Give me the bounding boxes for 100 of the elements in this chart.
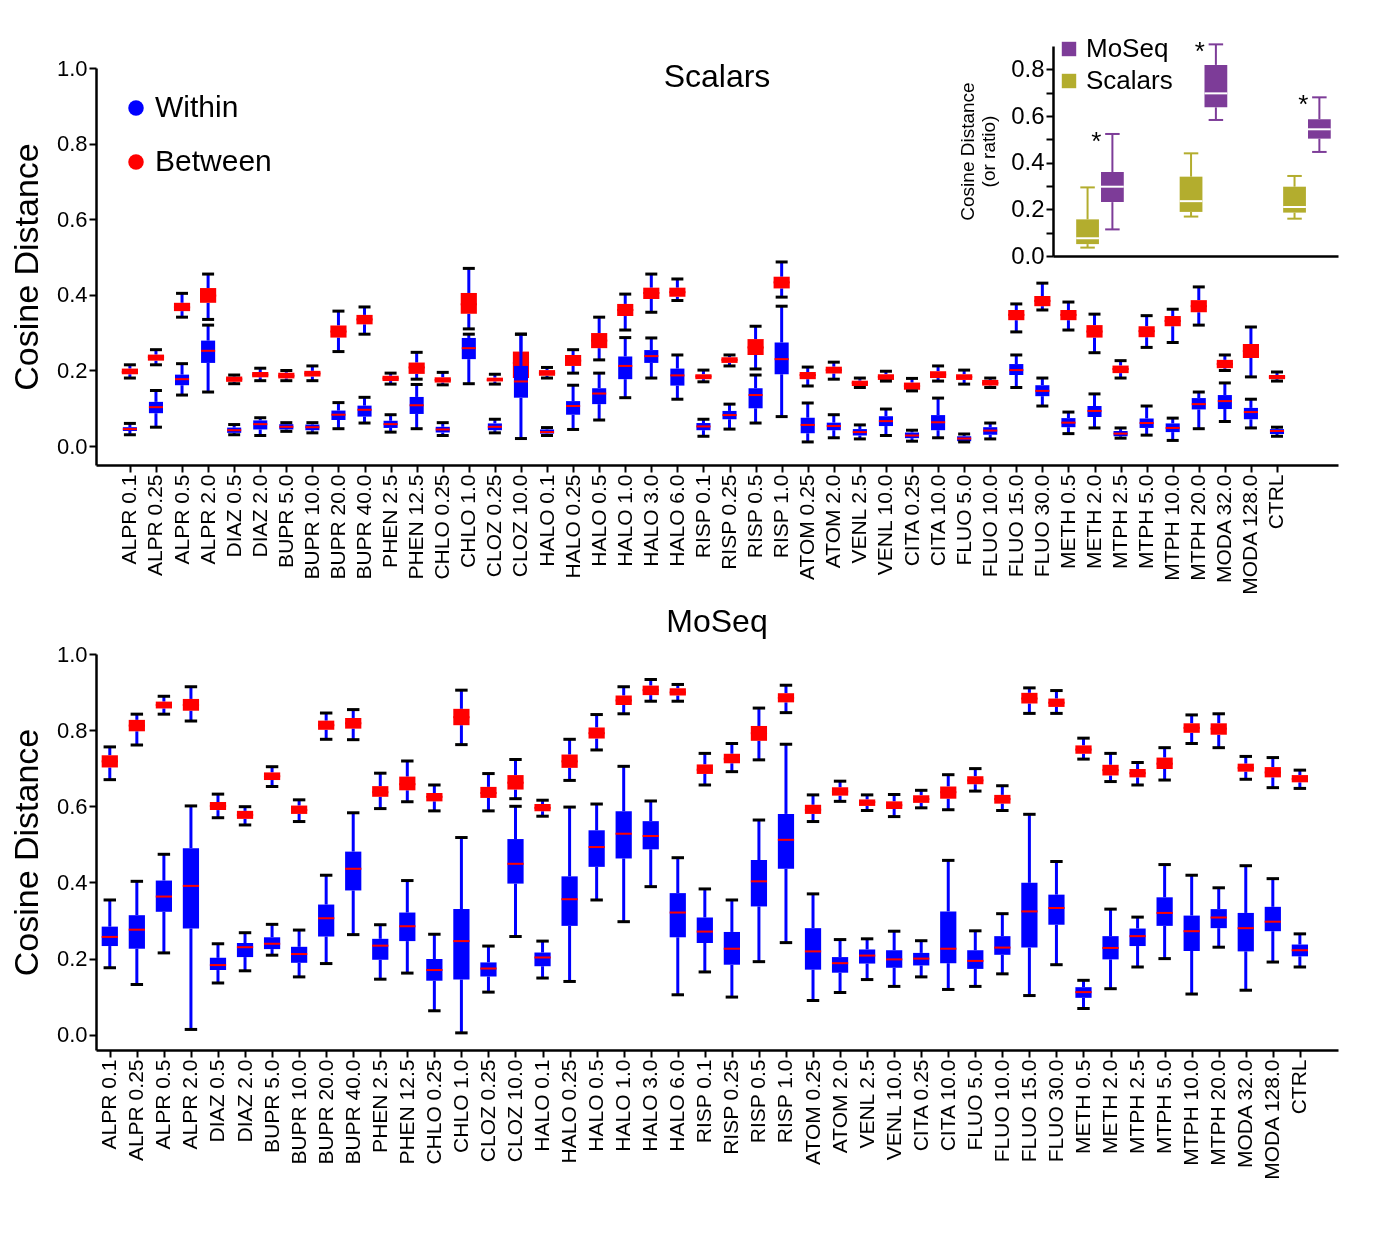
x-tick-label: MTPH 10.0 <box>1179 1059 1203 1166</box>
x-tick-label: VENL 2.5 <box>847 474 871 564</box>
y-tick-label: 0.4 <box>56 282 88 308</box>
x-tick-label: METH 0.5 <box>1055 474 1079 570</box>
x-tick-label: DIAZ 0.5 <box>221 474 245 558</box>
x-tick-label: HALO 6.0 <box>664 474 688 567</box>
x-tick-label: FLUO 30.0 <box>1029 474 1053 578</box>
x-tick-label: MTPH 2.5 <box>1108 474 1132 570</box>
y-tick-label: 0.8 <box>56 131 88 157</box>
y-tick-label: 0.2 <box>56 946 88 972</box>
x-tick-label: RISP 0.1 <box>692 1059 716 1144</box>
x-tick-label: CLOZ 10.0 <box>508 474 532 578</box>
x-tick-label: ATOM 2.0 <box>821 474 845 569</box>
chart-title: Scalars <box>663 58 771 94</box>
y-tick-label: 0.0 <box>1011 241 1045 269</box>
x-tick-label: PHEN 2.5 <box>378 474 402 568</box>
x-tick-label: MODA 32.0 <box>1233 1059 1257 1169</box>
legend-label: Within <box>155 90 239 123</box>
y-tick-label: 0.4 <box>56 869 88 895</box>
y-tick-label: 0.6 <box>56 793 88 819</box>
x-tick-label: HALO 1.0 <box>612 474 636 567</box>
x-tick-label: ATOM 0.25 <box>795 474 819 580</box>
x-tick-label: ALPR 0.25 <box>124 1059 148 1162</box>
x-tick-label: CTRL <box>1264 474 1288 530</box>
y-tick-label: 0.0 <box>56 433 88 459</box>
x-tick-label: CITA 0.25 <box>899 474 923 567</box>
y-axis-title: Cosine Distance <box>6 143 45 391</box>
x-tick-label: BUPR 40.0 <box>340 1059 364 1165</box>
x-tick-label: PHEN 12.5 <box>394 1059 418 1165</box>
y-axis-title: Cosine Distance <box>6 728 45 977</box>
legend-label: Between <box>155 144 272 177</box>
x-tick-label: CTRL <box>1287 1059 1311 1115</box>
x-tick-label: HALO 0.25 <box>557 1059 581 1164</box>
x-tick-label: BUPR 20.0 <box>313 1059 337 1165</box>
x-tick-label: FLUO 5.0 <box>951 474 975 566</box>
x-tick-label: MTPH 20.0 <box>1186 474 1210 581</box>
x-tick-label: HALO 1.0 <box>611 1059 635 1152</box>
x-tick-label: HALO 0.1 <box>530 1059 554 1152</box>
x-tick-label: BUPR 40.0 <box>352 474 376 580</box>
x-tick-label: RISP 0.25 <box>719 1059 743 1155</box>
x-tick-label: CITA 0.25 <box>908 1059 932 1152</box>
x-tick-label: DIAZ 2.0 <box>232 1059 256 1143</box>
y-tick-label: 0.4 <box>1011 148 1045 176</box>
x-tick-label: CLOZ 0.25 <box>475 1059 499 1163</box>
x-tick-label: CHLO 0.25 <box>430 474 454 580</box>
x-tick-label: HALO 3.0 <box>638 474 662 567</box>
x-tick-label: METH 2.0 <box>1082 474 1105 570</box>
x-tick-label: ALPR 0.25 <box>143 474 167 577</box>
x-tick-label: RISP 0.25 <box>717 474 741 570</box>
x-tick-label: CITA 10.0 <box>935 1059 959 1152</box>
x-tick-label: ALPR 0.5 <box>169 474 193 565</box>
x-tick-label: BUPR 10.0 <box>286 1059 310 1165</box>
x-tick-label: FLUO 30.0 <box>1043 1059 1067 1163</box>
x-tick-label: PHEN 2.5 <box>367 1059 391 1153</box>
x-tick-label: ALPR 2.0 <box>178 1059 202 1150</box>
x-tick-label: ALPR 0.1 <box>97 1059 121 1150</box>
x-tick-label: RISP 0.5 <box>746 1059 770 1144</box>
x-tick-label: CITA 10.0 <box>925 474 949 567</box>
y-tick-label: 0.6 <box>56 206 88 232</box>
y-tick-label: 0.2 <box>56 357 88 383</box>
y-tick-label: 0.0 <box>56 1022 88 1048</box>
x-tick-label: FLUO 15.0 <box>1003 474 1027 578</box>
x-tick-label: VENL 10.0 <box>873 474 897 576</box>
x-tick-label: BUPR 20.0 <box>325 474 349 580</box>
y-tick-label: 0.8 <box>56 717 88 743</box>
x-tick-label: RISP 0.5 <box>743 474 767 559</box>
x-tick-label: MODA 128.0 <box>1260 1059 1284 1180</box>
x-tick-label: MTPH 20.0 <box>1206 1059 1230 1166</box>
x-tick-label: RISP 0.1 <box>690 474 714 559</box>
x-tick-label: ALPR 0.1 <box>117 474 141 565</box>
x-tick-label: FLUO 15.0 <box>1016 1059 1040 1163</box>
x-tick-label: HALO 0.5 <box>584 1059 608 1152</box>
x-tick-label: FLUO 10.0 <box>977 474 1001 578</box>
x-tick-label: FLUO 5.0 <box>962 1059 986 1151</box>
x-tick-label: MTPH 10.0 <box>1160 474 1184 581</box>
annotation: * <box>1194 36 1205 67</box>
annotation: * <box>1091 125 1102 156</box>
x-tick-label: ATOM 0.25 <box>800 1059 824 1165</box>
x-tick-label: RISP 1.0 <box>773 1059 797 1144</box>
x-tick-label: CHLO 0.25 <box>421 1059 445 1165</box>
annotation: * <box>1298 89 1309 120</box>
chart-title: MoSeq <box>666 603 768 639</box>
x-tick-label: ALPR 2.0 <box>195 474 219 565</box>
y-tick-label: 0.8 <box>1011 54 1045 82</box>
y-tick-label: 0.2 <box>1011 194 1045 222</box>
x-tick-label: HALO 0.25 <box>560 474 584 579</box>
x-tick-label: BUPR 10.0 <box>299 474 323 580</box>
x-tick-label: DIAZ 2.0 <box>247 474 271 558</box>
y-tick-label: 1.0 <box>56 641 88 667</box>
x-tick-label: CLOZ 0.25 <box>482 474 506 578</box>
x-tick-label: METH 0.5 <box>1070 1059 1094 1155</box>
x-tick-label: PHEN 12.5 <box>404 474 428 580</box>
x-tick-label: ALPR 0.5 <box>151 1059 175 1150</box>
x-tick-label: FLUO 10.0 <box>989 1059 1013 1163</box>
x-tick-label: HALO 3.0 <box>638 1059 662 1152</box>
y-tick-label: 1.0 <box>56 55 88 81</box>
x-tick-label: HALO 6.0 <box>665 1059 689 1152</box>
x-tick-label: MTPH 5.0 <box>1134 474 1158 570</box>
x-tick-label: HALO 0.5 <box>586 474 610 567</box>
x-tick-label: RISP 1.0 <box>769 474 793 559</box>
